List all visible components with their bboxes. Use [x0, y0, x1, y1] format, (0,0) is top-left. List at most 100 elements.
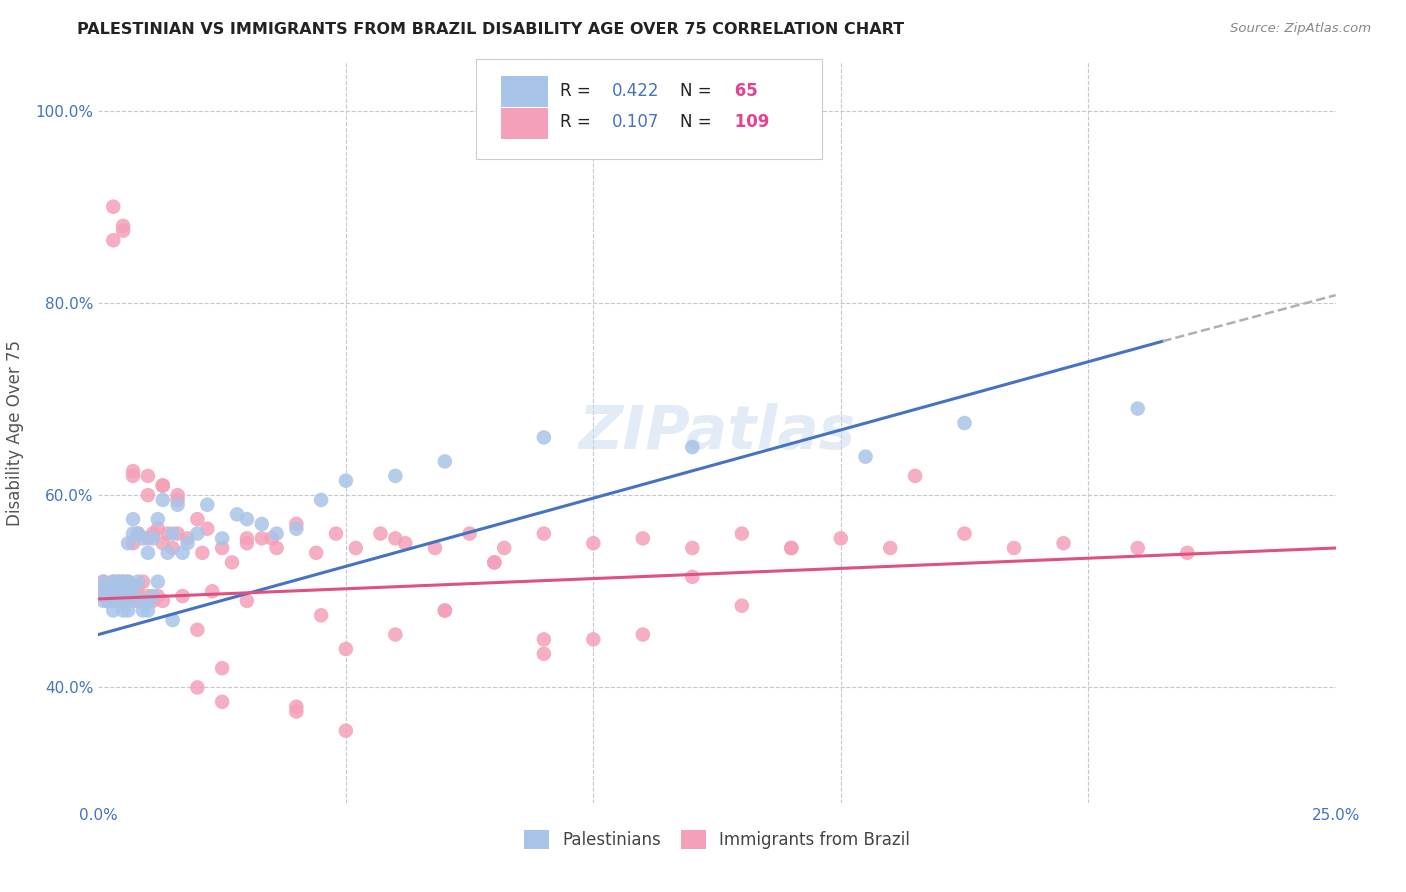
Point: [631, 532, 654, 546]
Point: [152, 536, 174, 550]
Text: ZIPatlas: ZIPatlas: [578, 403, 856, 462]
Point: [146, 589, 169, 603]
Point: [152, 594, 174, 608]
Point: [136, 469, 159, 483]
FancyBboxPatch shape: [475, 59, 823, 159]
Point: [384, 469, 406, 483]
Point: [136, 488, 159, 502]
Point: [186, 526, 208, 541]
Point: [335, 474, 357, 488]
FancyBboxPatch shape: [501, 76, 547, 107]
Point: [117, 574, 139, 589]
FancyBboxPatch shape: [501, 108, 547, 138]
Point: [631, 627, 654, 641]
Point: [93, 594, 115, 608]
Point: [127, 589, 149, 603]
Point: [1175, 546, 1198, 560]
Point: [97, 579, 120, 593]
Point: [152, 492, 174, 507]
Point: [309, 492, 332, 507]
Point: [112, 574, 135, 589]
Point: [122, 526, 145, 541]
Point: [335, 723, 357, 738]
Point: [112, 584, 135, 599]
Point: [384, 627, 406, 641]
Point: [1002, 541, 1025, 555]
Point: [107, 589, 129, 603]
Point: [191, 546, 214, 560]
Point: [433, 603, 456, 617]
Point: [186, 681, 208, 695]
Point: [221, 556, 243, 570]
Point: [211, 541, 233, 555]
Point: [458, 526, 481, 541]
Point: [136, 594, 159, 608]
Point: [146, 574, 169, 589]
Point: [132, 594, 155, 608]
Point: [186, 623, 208, 637]
Point: [195, 522, 218, 536]
Point: [162, 613, 184, 627]
Point: [93, 589, 115, 603]
Point: [127, 579, 149, 593]
Point: [1126, 541, 1149, 555]
Text: R =: R =: [560, 81, 596, 100]
Point: [93, 574, 115, 589]
Point: [236, 532, 259, 546]
Point: [285, 705, 308, 719]
Point: [97, 594, 120, 608]
Point: [103, 574, 125, 589]
Point: [93, 574, 115, 589]
Point: [156, 546, 179, 560]
Point: [305, 546, 328, 560]
Point: [152, 478, 174, 492]
Point: [1052, 536, 1074, 550]
Point: [122, 579, 145, 593]
Point: [117, 579, 139, 593]
Point: [117, 536, 139, 550]
Point: [97, 589, 120, 603]
Point: [681, 440, 703, 454]
Point: [904, 469, 927, 483]
Point: [162, 526, 184, 541]
Point: [370, 526, 392, 541]
Point: [533, 430, 555, 444]
Point: [103, 603, 125, 617]
Point: [127, 526, 149, 541]
Point: [146, 512, 169, 526]
Point: [533, 526, 555, 541]
Point: [211, 532, 233, 546]
Text: 0.107: 0.107: [612, 113, 659, 131]
Point: [142, 594, 165, 608]
Point: [953, 416, 976, 430]
Point: [325, 526, 347, 541]
Point: [250, 532, 273, 546]
Point: [103, 233, 125, 247]
Point: [122, 579, 145, 593]
Point: [112, 224, 135, 238]
Point: [285, 522, 308, 536]
Point: [97, 579, 120, 593]
Point: [103, 589, 125, 603]
Point: [731, 526, 754, 541]
Point: [484, 556, 506, 570]
Point: [681, 570, 703, 584]
Point: [112, 589, 135, 603]
Point: [266, 541, 288, 555]
Point: [93, 584, 115, 599]
Point: [266, 526, 288, 541]
Point: [201, 584, 224, 599]
Point: [132, 532, 155, 546]
Point: [423, 541, 446, 555]
Point: [112, 594, 135, 608]
Point: [132, 594, 155, 608]
Point: [879, 541, 901, 555]
Point: [285, 699, 308, 714]
Point: [117, 579, 139, 593]
Text: 65: 65: [730, 81, 758, 100]
Point: [122, 536, 145, 550]
Point: [162, 541, 184, 555]
Point: [236, 536, 259, 550]
Text: 0.422: 0.422: [612, 81, 659, 100]
Point: [127, 574, 149, 589]
